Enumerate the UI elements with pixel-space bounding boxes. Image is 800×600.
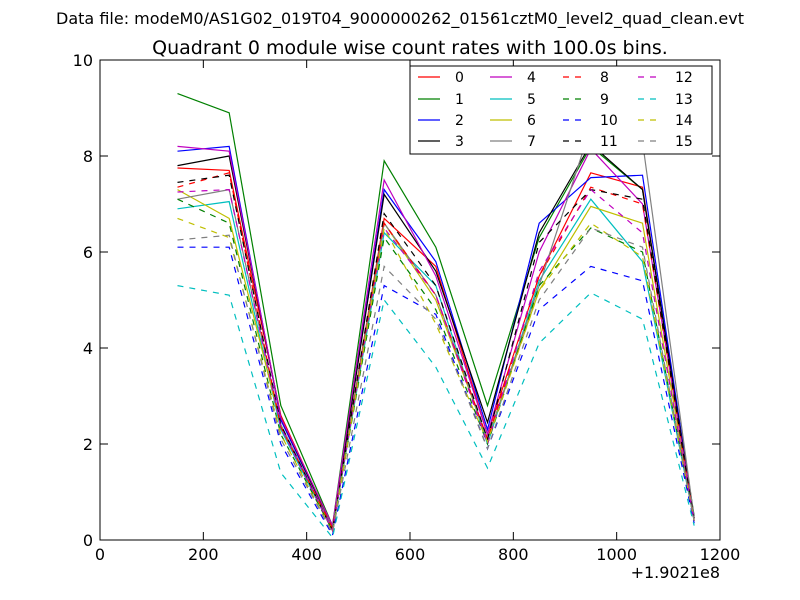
legend-box	[409, 65, 713, 155]
x-tick-label: 600	[395, 545, 426, 564]
y-tick-label: 0	[83, 531, 93, 550]
x-tick-label: 200	[188, 545, 219, 564]
series-line-6	[177, 189, 695, 533]
legend-label-1: 1	[455, 92, 464, 108]
series-line-9	[177, 198, 695, 533]
y-tick-label: 2	[83, 435, 93, 454]
x-axis: 0 200 400 600 800 1000 1200	[95, 60, 740, 564]
series-line-13	[177, 285, 695, 539]
legend-label-10: 10	[600, 113, 618, 129]
chart-title: Quadrant 0 module wise count rates with …	[152, 37, 668, 59]
legend-label-12: 12	[675, 70, 693, 86]
series-line-14	[177, 217, 695, 535]
y-tick-label: 6	[83, 243, 93, 262]
legend-label-14: 14	[675, 113, 693, 129]
x-tick-label: 800	[498, 545, 529, 564]
legend-label-8: 8	[600, 70, 609, 86]
legend-label-13: 13	[675, 92, 693, 108]
legend-label-7: 7	[527, 134, 536, 150]
series-line-7	[177, 126, 695, 530]
legend-label-5: 5	[527, 92, 536, 108]
series-line-0	[177, 167, 695, 531]
series-line-1	[177, 93, 695, 528]
x-tick-label: 0	[95, 545, 105, 564]
legend-label-6: 6	[527, 113, 536, 129]
series-line-15	[177, 227, 695, 535]
legend-label-2: 2	[455, 113, 464, 129]
x-tick-label: 1200	[700, 545, 741, 564]
legend-label-9: 9	[600, 92, 609, 108]
legend-label-3: 3	[455, 134, 464, 150]
series-layer	[177, 93, 695, 539]
y-tick-label: 10	[73, 51, 93, 70]
chart-suptitle: Data file: modeM0/AS1G02_019T04_90000002…	[56, 9, 744, 29]
x-tick-label: 1000	[596, 545, 637, 564]
legend-label-4: 4	[527, 70, 536, 86]
x-tick-label: 400	[291, 545, 322, 564]
legend-label-15: 15	[675, 134, 693, 150]
series-line-11	[177, 174, 695, 533]
series-line-10	[177, 246, 695, 537]
series-line-12	[177, 188, 695, 533]
legend-label-11: 11	[600, 134, 618, 150]
legend-label-0: 0	[455, 70, 464, 86]
y-tick-label: 8	[83, 147, 93, 166]
series-line-8	[177, 172, 695, 530]
y-tick-label: 4	[83, 339, 93, 358]
x-offset-label: +1.9021e8	[631, 563, 720, 582]
series-line-4	[177, 145, 695, 528]
